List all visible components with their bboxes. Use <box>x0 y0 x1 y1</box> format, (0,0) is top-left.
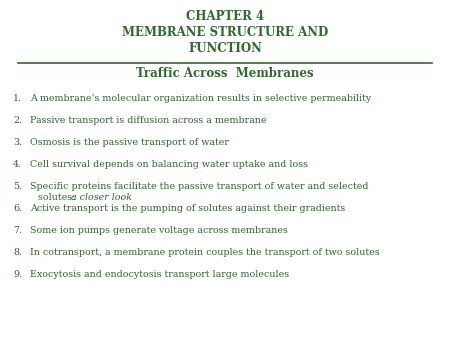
Text: 4.: 4. <box>13 160 22 169</box>
Text: a closer look: a closer look <box>71 193 132 202</box>
Text: Some ion pumps generate voltage across membranes: Some ion pumps generate voltage across m… <box>30 226 288 235</box>
Text: Active transport is the pumping of solutes against their gradients: Active transport is the pumping of solut… <box>30 204 345 213</box>
Text: Traffic Across  Membranes: Traffic Across Membranes <box>136 67 314 80</box>
Text: Osmosis is the passive transport of water: Osmosis is the passive transport of wate… <box>30 138 229 147</box>
Text: A membrane’s molecular organization results in selective permeability: A membrane’s molecular organization resu… <box>30 94 371 103</box>
Text: Cell survival depends on balancing water uptake and loss: Cell survival depends on balancing water… <box>30 160 308 169</box>
Text: 7.: 7. <box>13 226 22 235</box>
Text: Specific proteins facilitate the passive transport of water and selected: Specific proteins facilitate the passive… <box>30 182 369 191</box>
Text: Exocytosis and endocytosis transport large molecules: Exocytosis and endocytosis transport lar… <box>30 270 289 279</box>
Text: 5.: 5. <box>13 182 22 191</box>
Text: solutes:: solutes: <box>38 193 78 202</box>
Text: 8.: 8. <box>13 248 22 257</box>
Text: 3.: 3. <box>13 138 22 147</box>
Text: 6.: 6. <box>13 204 22 213</box>
Text: Passive transport is diffusion across a membrane: Passive transport is diffusion across a … <box>30 116 266 125</box>
Text: 1.: 1. <box>13 94 22 103</box>
Text: 9.: 9. <box>13 270 22 279</box>
Text: MEMBRANE STRUCTURE AND: MEMBRANE STRUCTURE AND <box>122 26 328 39</box>
Text: 2.: 2. <box>13 116 22 125</box>
Text: FUNCTION: FUNCTION <box>188 42 262 55</box>
Text: CHAPTER 4: CHAPTER 4 <box>186 10 264 23</box>
Text: In cotransport, a membrane protein couples the transport of two solutes: In cotransport, a membrane protein coupl… <box>30 248 380 257</box>
